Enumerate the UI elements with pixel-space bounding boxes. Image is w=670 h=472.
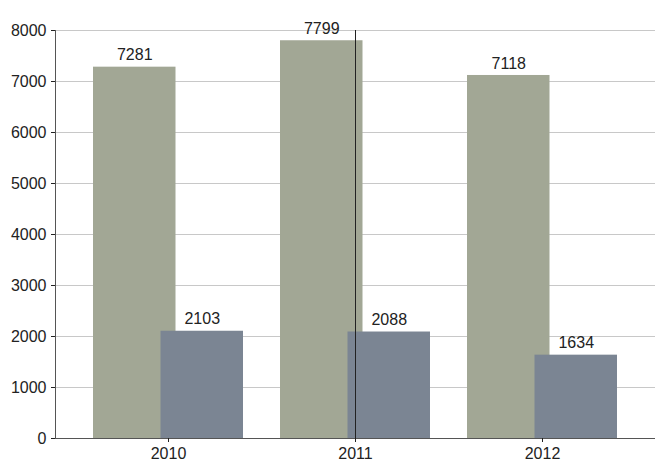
svg-text:5000: 5000 [11,175,47,192]
svg-text:6000: 6000 [11,124,47,141]
svg-text:1000: 1000 [11,379,47,396]
svg-text:7118: 7118 [492,55,527,72]
svg-text:1634: 1634 [558,334,594,351]
svg-text:2088: 2088 [371,311,407,328]
svg-text:8000: 8000 [11,22,47,39]
svg-text:2000: 2000 [11,328,47,345]
svg-text:2011: 2011 [338,445,373,462]
svg-text:2012: 2012 [525,445,561,462]
svg-text:2103: 2103 [184,310,220,327]
svg-text:7799: 7799 [304,20,340,37]
svg-text:0: 0 [38,430,47,447]
svg-text:7281: 7281 [117,46,153,63]
svg-text:4000: 4000 [11,226,47,243]
svg-text:7000: 7000 [11,73,47,90]
svg-text:3000: 3000 [11,277,47,294]
svg-text:2010: 2010 [151,445,187,462]
